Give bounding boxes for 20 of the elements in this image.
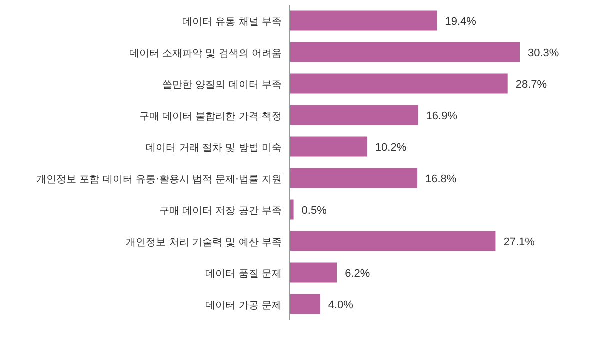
- data-label: 10.2%: [375, 142, 407, 154]
- y-tick-label: 데이터 유통 채널 부족: [182, 16, 282, 28]
- data-label: 30.3%: [528, 47, 560, 60]
- y-tick-label: 개인정보 처리 기술력 및 예산 부족: [126, 237, 282, 248]
- y-tick-label: 개인정보 포함 데이터 유통·활용시 법적 문제·법률 지원: [36, 174, 282, 186]
- y-tick-label: 구매 데이터 불합리한 가격 책정: [139, 111, 282, 122]
- data-label: 28.7%: [516, 78, 548, 91]
- y-tick-label: 데이터 소재파악 및 검색의 어려움: [129, 48, 282, 60]
- data-label: 0.5%: [302, 204, 328, 217]
- data-label: 4.0%: [328, 299, 354, 312]
- y-tick-label: 데이터 가공 문제: [206, 300, 282, 312]
- y-tick-label: 데이터 품질 문제: [206, 268, 282, 280]
- y-tick-label: 구매 데이터 저장 공간 부족: [159, 206, 282, 217]
- data-label: 27.1%: [504, 236, 536, 248]
- data-label: 19.4%: [445, 16, 477, 28]
- y-tick-label: 데이터 거래 절차 및 방법 미숙: [146, 142, 282, 154]
- data-label: 16.8%: [426, 173, 457, 186]
- data-label: 16.9%: [426, 110, 458, 122]
- data-label: 6.2%: [345, 268, 370, 280]
- y-tick-label: 쓸만한 양질의 데이터 부족: [162, 80, 282, 91]
